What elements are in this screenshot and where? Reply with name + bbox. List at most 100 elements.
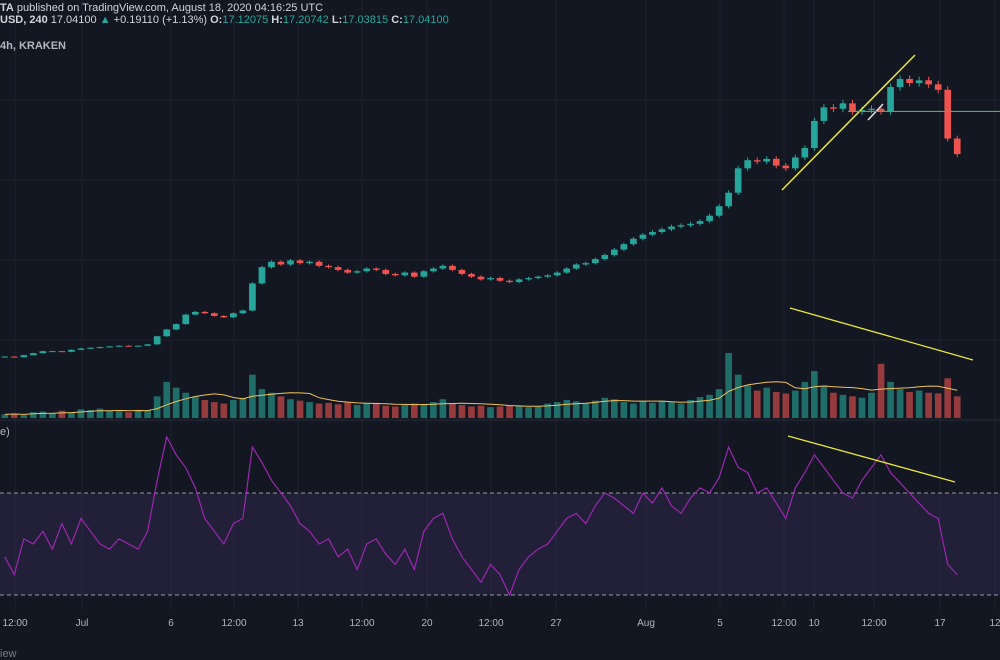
candlesticks [1, 75, 961, 358]
candle-body [420, 271, 428, 277]
candle-body [515, 279, 523, 283]
volume-bar [287, 399, 294, 418]
candle-body [391, 273, 399, 276]
x-tick-label: 27 [550, 618, 562, 629]
volume-bar [677, 403, 685, 418]
candle-body [287, 260, 294, 265]
candle-body [468, 273, 475, 277]
pair-label: USD, 240 [0, 14, 48, 26]
volume-bar [496, 406, 504, 418]
volume-bar [134, 410, 142, 418]
candle-body [201, 311, 209, 314]
candle-body [753, 160, 761, 162]
volume-bar [915, 390, 923, 418]
rsi-trendline [787, 435, 956, 483]
volume-bar [611, 399, 618, 418]
volume-bar [591, 400, 599, 418]
volume-bar [87, 410, 94, 418]
volume-bar [563, 399, 571, 418]
candle-body [525, 278, 532, 280]
volume-bar [1, 414, 9, 418]
high-value: 17.20742 [282, 14, 329, 26]
candle-body [115, 345, 123, 347]
candle-body [410, 272, 418, 277]
candle-body [915, 80, 923, 84]
candle-body [39, 351, 47, 354]
volume-bar [58, 410, 66, 418]
candle-body [772, 158, 780, 166]
candle-body [553, 272, 561, 276]
candle-body [496, 278, 504, 281]
candle-body [896, 78, 904, 88]
volume-bar [525, 407, 532, 418]
high-label: H: [271, 14, 283, 26]
candle-body [658, 229, 666, 232]
x-tick-label: 20 [421, 618, 433, 629]
volume-bar [944, 378, 952, 418]
volume-bar [820, 385, 828, 418]
candle-body [582, 263, 590, 265]
volume-bar [296, 400, 304, 418]
candle-body [268, 261, 275, 268]
candle-body [449, 265, 456, 270]
volume-bar [458, 405, 466, 418]
candle-body [868, 108, 875, 111]
candle-body [906, 78, 913, 84]
volume-bar [734, 374, 742, 418]
volume-bar [639, 401, 647, 418]
x-tick-label: Aug [637, 618, 655, 629]
candle-body [858, 110, 866, 112]
x-tick-label: 12:00 [771, 618, 796, 629]
volume-bar [210, 402, 218, 418]
volume-bar [182, 392, 190, 418]
volume-bar [172, 387, 180, 418]
candle-body [696, 221, 704, 224]
volume-bar [772, 392, 780, 418]
candle-body [601, 255, 609, 260]
volume-bar [201, 399, 209, 418]
close-value: 17.04100 [402, 14, 449, 26]
candle-body [239, 310, 247, 314]
volume-bar [601, 397, 609, 418]
published-text: published on TradingView.com, August 18,… [16, 2, 324, 14]
volume-bar [839, 394, 847, 418]
candle-body [544, 275, 552, 277]
x-tick-label: 17 [934, 618, 946, 629]
candle-body [744, 160, 752, 169]
candle-body [706, 215, 713, 222]
candle-body [134, 345, 142, 347]
candle-body [563, 268, 571, 273]
symbol-fragment: TA [0, 2, 14, 14]
candle-body [725, 192, 732, 207]
volume-bar [315, 403, 323, 418]
candle-body [382, 269, 390, 274]
candle-body [77, 348, 85, 350]
volume-bar [687, 399, 694, 418]
candle-body [401, 272, 409, 276]
x-axis: 12:00 Jul 6 12:00 13 12:00 20 12:00 27 Aug 5 12:00 1… [2, 618, 1000, 629]
candle-body [801, 148, 809, 158]
volume-bar [344, 402, 351, 418]
candle-body [58, 351, 66, 353]
candle-body [572, 264, 580, 269]
volume-bar [668, 402, 675, 418]
volume-bar [801, 381, 809, 418]
rsi-band [0, 493, 1000, 595]
candle-body [344, 269, 351, 273]
candle-body [353, 271, 361, 273]
volume-bar [96, 408, 104, 418]
volume-bar [868, 392, 875, 418]
candle-body [668, 226, 675, 230]
candle-body [20, 355, 28, 358]
volume-ma-line [4, 381, 958, 415]
volume-bar [925, 392, 932, 418]
volume-trendline [789, 307, 974, 361]
x-tick-label: 10 [808, 618, 820, 629]
volume-bar [534, 406, 542, 418]
x-tick-label: Jul [76, 618, 89, 629]
volume-bar [10, 413, 18, 418]
candle-body [325, 265, 332, 268]
candle-body [687, 223, 694, 226]
candle-body [877, 108, 885, 112]
volume-bar [725, 353, 732, 418]
